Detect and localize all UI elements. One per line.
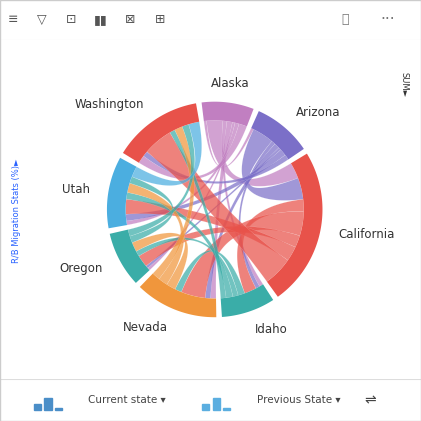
Text: Alaska: Alaska [211, 77, 250, 91]
Polygon shape [126, 192, 233, 298]
Bar [44, 398, 52, 410]
Text: California: California [338, 228, 395, 241]
Polygon shape [147, 133, 288, 282]
Text: ≡: ≡ [8, 13, 18, 27]
Text: Previous State ▾: Previous State ▾ [257, 395, 341, 405]
Polygon shape [207, 120, 298, 186]
Polygon shape [107, 158, 136, 228]
Polygon shape [239, 141, 275, 288]
Polygon shape [251, 111, 304, 160]
Text: Washington: Washington [74, 99, 144, 111]
Bar [55, 408, 62, 410]
Polygon shape [205, 144, 279, 298]
Polygon shape [136, 237, 238, 297]
Polygon shape [128, 124, 195, 236]
Polygon shape [267, 154, 322, 297]
Text: Nevada: Nevada [123, 320, 168, 333]
Polygon shape [202, 102, 253, 126]
Text: Utah: Utah [62, 183, 90, 196]
Bar [213, 398, 220, 410]
Polygon shape [146, 148, 281, 268]
Polygon shape [126, 150, 285, 221]
Polygon shape [130, 177, 173, 242]
Polygon shape [181, 211, 304, 298]
Text: Oregon: Oregon [60, 262, 103, 275]
Polygon shape [126, 123, 239, 225]
Text: ···: ··· [380, 13, 394, 27]
Text: ⇌: ⇌ [365, 393, 376, 407]
Text: R/B Migration Stats (%)►: R/B Migration Stats (%)► [12, 158, 21, 263]
Polygon shape [139, 124, 247, 179]
Polygon shape [148, 122, 235, 270]
Polygon shape [175, 250, 245, 296]
Text: ⓘ: ⓘ [341, 13, 349, 27]
Polygon shape [153, 127, 194, 279]
Text: Arizona: Arizona [296, 106, 341, 119]
Text: Idaho: Idaho [255, 323, 287, 336]
Polygon shape [140, 274, 216, 317]
Polygon shape [144, 152, 288, 184]
Polygon shape [110, 229, 149, 283]
Polygon shape [242, 129, 303, 200]
Polygon shape [139, 226, 300, 266]
Text: Current state ▾: Current state ▾ [88, 395, 166, 405]
Text: ⊞: ⊞ [155, 13, 165, 27]
Polygon shape [125, 199, 296, 260]
Polygon shape [210, 121, 232, 298]
Text: ▽: ▽ [37, 13, 47, 27]
Polygon shape [170, 130, 226, 298]
Text: ▮▮: ▮▮ [94, 13, 108, 27]
Polygon shape [132, 122, 202, 186]
Bar [202, 404, 210, 410]
Text: SUM►: SUM► [400, 72, 409, 97]
Polygon shape [132, 233, 188, 289]
Text: ⊡: ⊡ [67, 13, 77, 27]
Polygon shape [123, 103, 199, 163]
Text: ⊠: ⊠ [125, 13, 136, 27]
Polygon shape [237, 199, 304, 293]
Polygon shape [221, 284, 273, 317]
Polygon shape [222, 121, 263, 286]
Bar [223, 408, 231, 410]
Polygon shape [204, 121, 253, 168]
Bar [34, 404, 41, 410]
Polygon shape [127, 183, 184, 285]
